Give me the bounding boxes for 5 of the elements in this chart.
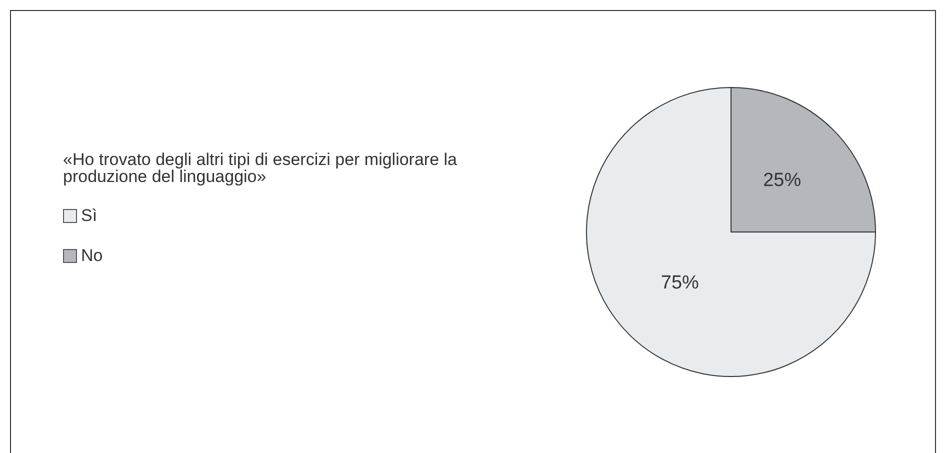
legend-title: «Ho trovato degli altri tipi di esercizi per migliorare la produzione del linguaggio» — [63, 150, 458, 186]
data-label: 75% — [660, 272, 700, 294]
legend-label: Sì — [81, 206, 98, 225]
data-label: 25% — [763, 170, 802, 192]
legend-label: No — [81, 246, 103, 265]
